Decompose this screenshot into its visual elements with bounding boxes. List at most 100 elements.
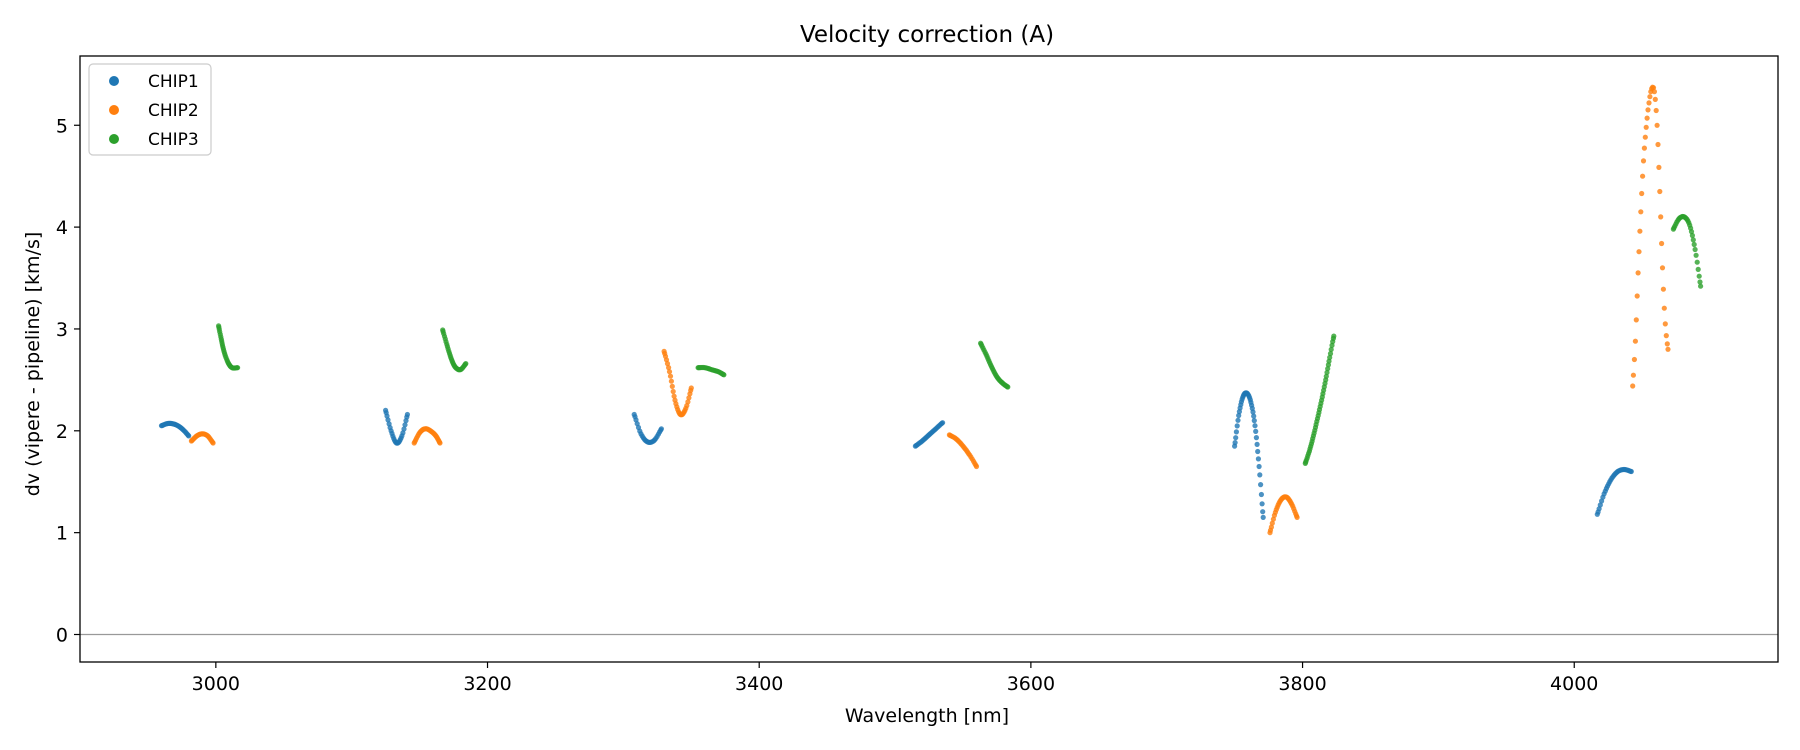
chip2-point	[1640, 158, 1647, 164]
chip1-segment-1	[158, 420, 192, 439]
chip2-point	[1631, 356, 1637, 363]
chip1-point	[1255, 456, 1261, 462]
chip1-point	[1250, 409, 1256, 415]
chip3-point	[1697, 279, 1703, 285]
chip2-segment-5	[1267, 494, 1300, 536]
chip2-point	[1662, 321, 1668, 327]
chip2-point	[1269, 520, 1275, 526]
chip2-point	[1630, 383, 1636, 389]
chip1-point	[400, 430, 406, 436]
chip1-point	[1260, 514, 1266, 521]
chip2-point	[670, 388, 676, 395]
chip2-point	[1639, 190, 1645, 197]
chip3-point	[1327, 351, 1334, 357]
chip2-point	[667, 373, 674, 379]
chip3-segment-2	[440, 327, 469, 373]
chip2-point	[1638, 209, 1644, 215]
legend: CHIP1 CHIP2 CHIP3	[88, 63, 212, 156]
chip2-point	[1657, 188, 1663, 195]
chip2-point	[1661, 305, 1667, 311]
chip1-point	[1255, 448, 1261, 455]
chip2-point	[1664, 341, 1670, 347]
chip2-point	[664, 361, 671, 367]
x-tick-label: 3600	[1007, 673, 1055, 695]
chip2-point	[973, 463, 980, 470]
chip1-point	[1251, 418, 1257, 424]
chip3-point	[1696, 273, 1702, 279]
chip2-point	[669, 383, 675, 389]
x-tick-label: 4000	[1550, 673, 1598, 695]
chip1-point	[1253, 435, 1259, 441]
chip1-point	[401, 426, 407, 432]
chip3-point	[235, 365, 241, 371]
chip2-point	[1653, 107, 1659, 114]
chip2-point	[686, 395, 692, 401]
chip1-point	[186, 433, 192, 439]
chip2-point	[1268, 524, 1274, 530]
y-tick-label: 5	[56, 115, 68, 137]
chip3-point	[1689, 232, 1695, 239]
chip1-point	[1258, 482, 1264, 488]
chip1-point	[1256, 463, 1262, 470]
chip2-point	[685, 399, 691, 405]
chip2-point	[1643, 124, 1649, 130]
chip1-segment-2	[383, 407, 410, 446]
chip2-point	[1659, 265, 1666, 271]
chip1-point	[402, 422, 408, 428]
chip1-point	[1597, 502, 1603, 508]
chip3-point	[1328, 346, 1334, 353]
chip1-point	[940, 420, 946, 426]
chip2-point	[1641, 145, 1647, 151]
chip2-point	[1630, 372, 1636, 378]
chip2-point	[1645, 107, 1651, 113]
chip3-point	[1691, 241, 1697, 248]
chip2-point	[666, 365, 672, 371]
chip2-point	[1632, 338, 1638, 344]
chip2-segment-1	[188, 431, 216, 446]
chip3-point	[1695, 266, 1701, 272]
plot-area	[80, 84, 1778, 636]
chip2-point	[1658, 214, 1664, 220]
chip2-point	[1665, 346, 1671, 352]
chip2-point	[1640, 173, 1646, 179]
legend-label-chip3: CHIP3	[148, 130, 199, 150]
chip1-point	[404, 411, 410, 418]
chip2-point	[1642, 134, 1648, 140]
legend-marker-chip3	[109, 134, 119, 144]
chip1-point	[1235, 417, 1241, 423]
chip2-segment-4	[946, 432, 980, 470]
chip1-point	[658, 426, 665, 432]
chip2-point	[1646, 100, 1652, 106]
chip3-segment-3	[695, 364, 727, 378]
chip3-point	[1005, 384, 1011, 390]
chip3-point	[1690, 237, 1696, 243]
chip1-segment-5	[1232, 390, 1266, 521]
chip1-point	[1252, 423, 1258, 429]
chip2-point	[1635, 270, 1641, 276]
chip1-point	[1257, 472, 1263, 478]
plot-frame	[79, 55, 1779, 663]
chip3-point	[1693, 252, 1699, 258]
series-chip2	[188, 84, 1671, 536]
chip2-point	[1633, 317, 1639, 323]
chip3-segment-4	[978, 340, 1011, 390]
chip2-point	[688, 385, 694, 391]
y-tick-label: 0	[56, 625, 68, 647]
chip1-point	[1260, 509, 1266, 515]
legend-marker-chip1	[109, 76, 119, 86]
chip1-point	[1258, 491, 1264, 498]
chart-title: Velocity correction (A)	[800, 22, 1054, 48]
chip1-point	[1236, 412, 1242, 419]
chip2-segment-3	[661, 348, 694, 418]
chip3-point	[1688, 229, 1695, 235]
chip2-point	[1663, 333, 1669, 339]
axes: 3000 3200 3400 3600 3800 4000 0 1 2 3 4 5	[56, 55, 1779, 695]
chip3-point	[1698, 283, 1704, 289]
series-chip1	[158, 390, 1634, 521]
chip1-point	[1232, 440, 1238, 446]
x-tick-label: 3000	[192, 673, 240, 695]
legend-marker-chip2	[109, 105, 119, 115]
chip2-segment-6	[1630, 84, 1671, 389]
y-axis-label: dv (vipere - pipeline) [km/s]	[22, 232, 44, 497]
